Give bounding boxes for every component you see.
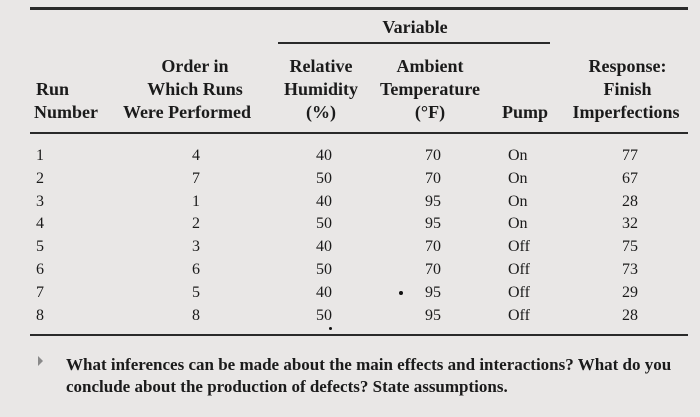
cell-response: 67	[622, 169, 638, 187]
cell-response: 28	[622, 192, 638, 210]
cell-order: 1	[192, 192, 200, 210]
header-bottom-rule	[30, 132, 688, 134]
variable-spanner-label: Variable	[382, 17, 448, 37]
cell-run: 3	[36, 192, 44, 210]
cell-response: 29	[622, 283, 638, 301]
table-top-rule	[30, 7, 688, 10]
cell-temp: 95	[425, 283, 441, 301]
cell-run: 4	[36, 215, 44, 233]
cell-response: 28	[622, 306, 638, 324]
exercise-question: What inferences can be made about the ma…	[66, 355, 672, 396]
cell-pump: Off	[508, 306, 530, 324]
cell-humidity: 40	[316, 283, 332, 301]
cell-temp: 70	[425, 169, 441, 187]
print-speck	[329, 327, 332, 330]
cell-temp: 70	[425, 238, 441, 256]
cell-run: 5	[36, 238, 44, 256]
cell-order: 7	[192, 169, 200, 187]
header-pump: Pump	[501, 102, 548, 122]
cell-run: 7	[36, 283, 44, 301]
cell-pump: On	[508, 215, 528, 233]
cell-pump: On	[508, 147, 528, 164]
cell-run: 6	[36, 261, 44, 278]
print-speck	[399, 291, 403, 295]
cell-pump: On	[508, 169, 528, 187]
cell-pump: Off	[508, 238, 530, 256]
variable-spanner-rule	[278, 42, 550, 44]
cell-humidity: 40	[316, 192, 332, 210]
cell-temp: 95	[425, 215, 441, 233]
cell-response: 75	[622, 238, 638, 256]
cell-temp: 95	[425, 306, 441, 324]
cell-response: 77	[622, 147, 638, 164]
cell-order: 4	[192, 147, 200, 164]
cell-order: 2	[192, 215, 200, 233]
cell-response: 32	[622, 215, 638, 233]
cell-humidity: 50	[316, 261, 332, 278]
cell-order: 6	[192, 261, 200, 278]
cell-humidity: 50	[316, 169, 332, 187]
cell-temp: 70	[425, 261, 441, 278]
cell-response: 73	[622, 261, 638, 278]
cell-humidity: 40	[316, 147, 332, 164]
cell-humidity: 50	[316, 306, 332, 324]
cell-run: 8	[36, 306, 44, 324]
cell-temp: 95	[425, 192, 441, 210]
cell-pump: Off	[508, 261, 530, 278]
cell-temp: 70	[425, 147, 441, 164]
cell-pump: On	[508, 192, 528, 210]
cell-pump: Off	[508, 283, 530, 301]
cell-run: 1	[36, 147, 44, 164]
cell-order: 5	[192, 283, 200, 301]
table-bottom-rule	[30, 334, 688, 336]
cell-run: 2	[36, 169, 44, 187]
cell-humidity: 40	[316, 238, 332, 256]
cell-humidity: 50	[316, 215, 332, 233]
cell-order: 8	[192, 306, 200, 324]
triangle-bullet-icon	[38, 356, 43, 366]
cell-order: 3	[192, 238, 200, 256]
